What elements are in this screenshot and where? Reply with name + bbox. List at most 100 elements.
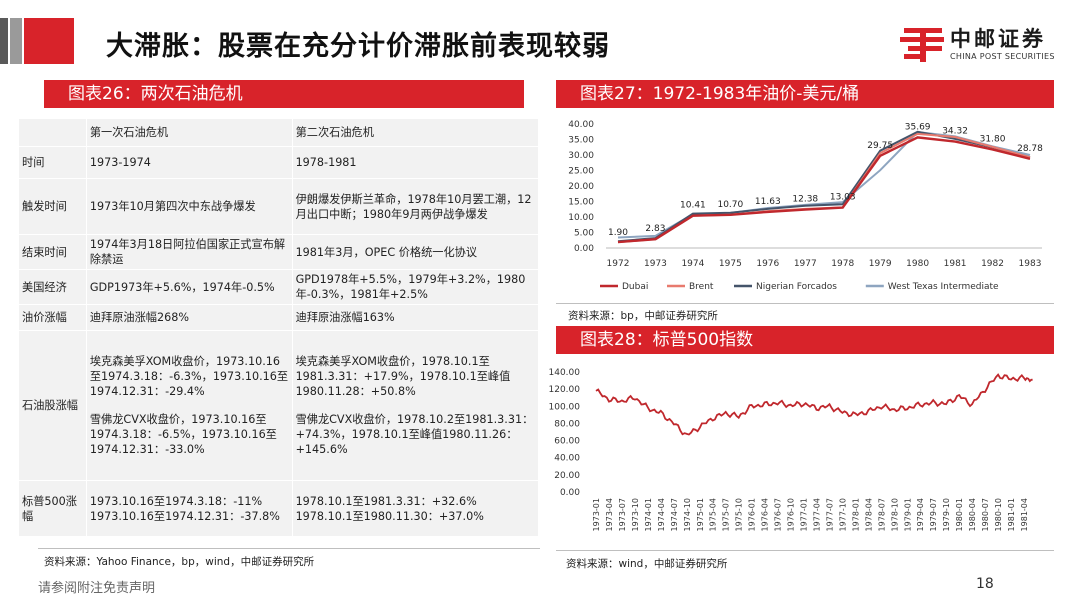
x-tick-label: 1979 [869,259,892,269]
legend-label: Dubai [622,282,648,292]
logo-text-cn: 中邮证券 [950,27,1046,51]
table-row: 油价涨幅 迪拜原油涨幅268% 迪拜原油涨幅163% [18,304,540,331]
series-line-brent [617,132,1031,244]
data-label: 13.03 [830,193,856,203]
x-tick-label: 1975-10 [735,498,744,531]
row-label: 时间 [18,146,87,179]
x-tick-label: 1972 [607,259,630,269]
data-label: 11.63 [755,197,781,207]
table-header-cell: 第一次石油危机 [85,118,293,147]
y-tick-label: 20.00 [554,471,580,481]
x-tick-label: 1978-04 [864,498,873,531]
x-tick-label: 1976-01 [748,498,757,531]
series-line-dubai [617,136,1031,244]
cell-first: 1973年10月第四次中东战争爆发 [85,178,293,235]
data-label: 10.41 [680,201,706,211]
y-tick-label: 40.00 [568,120,594,130]
x-tick-label: 1977-01 [800,498,809,531]
title-accent-grey [10,18,22,64]
x-tick-label: 1977-07 [825,498,834,531]
y-tick-label: 20.00 [568,182,594,192]
y-tick-label: 30.00 [568,151,594,161]
x-tick-label: 1981 [944,259,967,269]
y-tick-label: 140.00 [549,368,581,378]
table-row: 触发时间 1973年10月第四次中东战争爆发 伊朗爆发伊斯兰革命，1978年10… [18,178,540,235]
y-tick-label: 25.00 [568,167,594,177]
sp500-chart: 0.00 20.00 40.00 60.00 80.00 100.00 120.00 140.… [549,368,1033,531]
x-tick-label: 1979-04 [916,498,925,531]
y-tick-label: 35.00 [568,136,594,146]
oil-price-chart: 0.00 5.00 10.00 15.00 20.00 25.00 30.00 35.00 40… [568,120,1043,292]
x-tick-label: 1980-04 [968,498,977,531]
y-tick-label: 0.00 [574,244,594,254]
data-label: 10.70 [717,200,743,210]
data-label: 29.75 [867,141,893,151]
panel26-header: 图表26：两次石油危机 [44,80,524,108]
y-tick-label: 60.00 [554,437,580,447]
x-tick-label: 1980 [906,259,929,269]
x-tick-label: 1976-04 [761,498,770,531]
x-tick-label: 1974 [681,259,704,269]
page-number: 18 [976,576,994,592]
x-tick-label: 1981-01 [1007,498,1016,531]
row-label: 石油股涨幅 [18,330,87,481]
title-accent-red [24,18,74,64]
table-row: 结束时间 1974年3月18日阿拉伯国家正式宣布解除禁运 1981年3月，OPE… [18,234,540,270]
x-tick-label: 1978-07 [877,498,886,531]
cell-second: GPD1978年+5.5%，1979年+3.2%，1980年-0.3%，1981… [291,269,540,305]
table-header-row: 第一次石油危机 第二次石油危机 [18,118,540,147]
x-tick-label: 1973-04 [605,498,614,531]
source-divider [38,548,540,549]
table-header-cell [18,118,87,147]
x-tick-label: 1976-10 [787,498,796,531]
cell-second: 1981年3月，OPEC 价格统一化协议 [291,234,540,270]
cell-first: 迪拜原油涨幅268% [85,304,293,331]
row-label: 结束时间 [18,234,87,270]
slide-title: 大滞胀：股票在充分计价滞胀前表现较弱 [106,31,610,62]
footer-disclaimer: 请参阅附注免责声明 [38,581,156,596]
y-tick-label: 100.00 [549,402,581,412]
x-tick-label: 1975 [719,259,742,269]
cell-first: 1973.10.16至1974.3.18：-11% 1973.10.16至197… [85,480,293,537]
china-post-logo-icon [900,28,944,62]
cell-second: 埃克森美孚XOM收盘价，1978.10.1至1981.3.31：+17.9%，1… [291,330,540,481]
cell-first: 1974年3月18日阿拉伯国家正式宣布解除禁运 [85,234,293,270]
x-tick-label: 1977 [794,259,817,269]
cell-second: 迪拜原油涨幅163% [291,304,540,331]
y-tick-label: 0.00 [560,488,580,498]
y-tick-label: 120.00 [549,385,581,395]
table-row: 美国经济 GDP1973年+5.6%，1974年-0.5% GPD1978年+5… [18,269,540,305]
source-divider [556,303,1054,304]
x-tick-label: 1974-10 [683,498,692,531]
x-tick-label: 1977-04 [812,498,821,531]
x-tick-label: 1978-10 [890,498,899,531]
x-tick-label: 1979-01 [903,498,912,531]
panel28-source: 资料来源：wind，中邮证券研究所 [566,558,728,570]
table-row: 石油股涨幅 埃克森美孚XOM收盘价，1973.10.16至1974.3.18：-… [18,330,540,481]
x-tick-label: 1978-01 [851,498,860,531]
cvx-second: 雪佛龙CVX收盘价，1978.10.2至1981.3.31：+74.3%，197… [295,413,534,456]
row-label: 美国经济 [18,269,87,305]
legend-label: West Texas Intermediate [888,282,999,292]
table-row: 时间 1973-1974 1978-1981 [18,146,540,179]
x-tick-label: 1976-07 [774,498,783,531]
y-tick-label: 80.00 [554,419,580,429]
x-tick-label: 1979-07 [929,498,938,531]
series-line-nigerian-forcados [617,130,1031,243]
data-label: 28.78 [1017,144,1043,154]
source-divider [556,550,1054,551]
x-tick-label: 1973-01 [592,498,601,531]
y-tick-label: 40.00 [554,454,580,464]
title-accent-dark [0,18,8,64]
cell-second: 伊朗爆发伊斯兰革命，1978年10月罢工潮，12月出口中断；1980年9月两伊战… [291,178,540,235]
x-tick-label: 1975-01 [696,498,705,531]
cvx-first: 雪佛龙CVX收盘价，1973.10.16至1974.3.18：-6.5%，197… [89,413,277,456]
y-tick-label: 5.00 [574,229,594,239]
data-label: 34.32 [942,127,968,137]
xom-first: 埃克森美孚XOM收盘价，1973.10.16至1974.3.18：-6.3%，1… [89,355,289,398]
data-label: 2.83 [645,224,665,234]
logo-text-en: CHINA POST SECURITIES [950,52,1055,61]
x-tick-label: 1973-07 [618,498,627,531]
legend-label: Nigerian Forcados [756,282,837,292]
x-tick-label: 1975-04 [709,498,718,531]
